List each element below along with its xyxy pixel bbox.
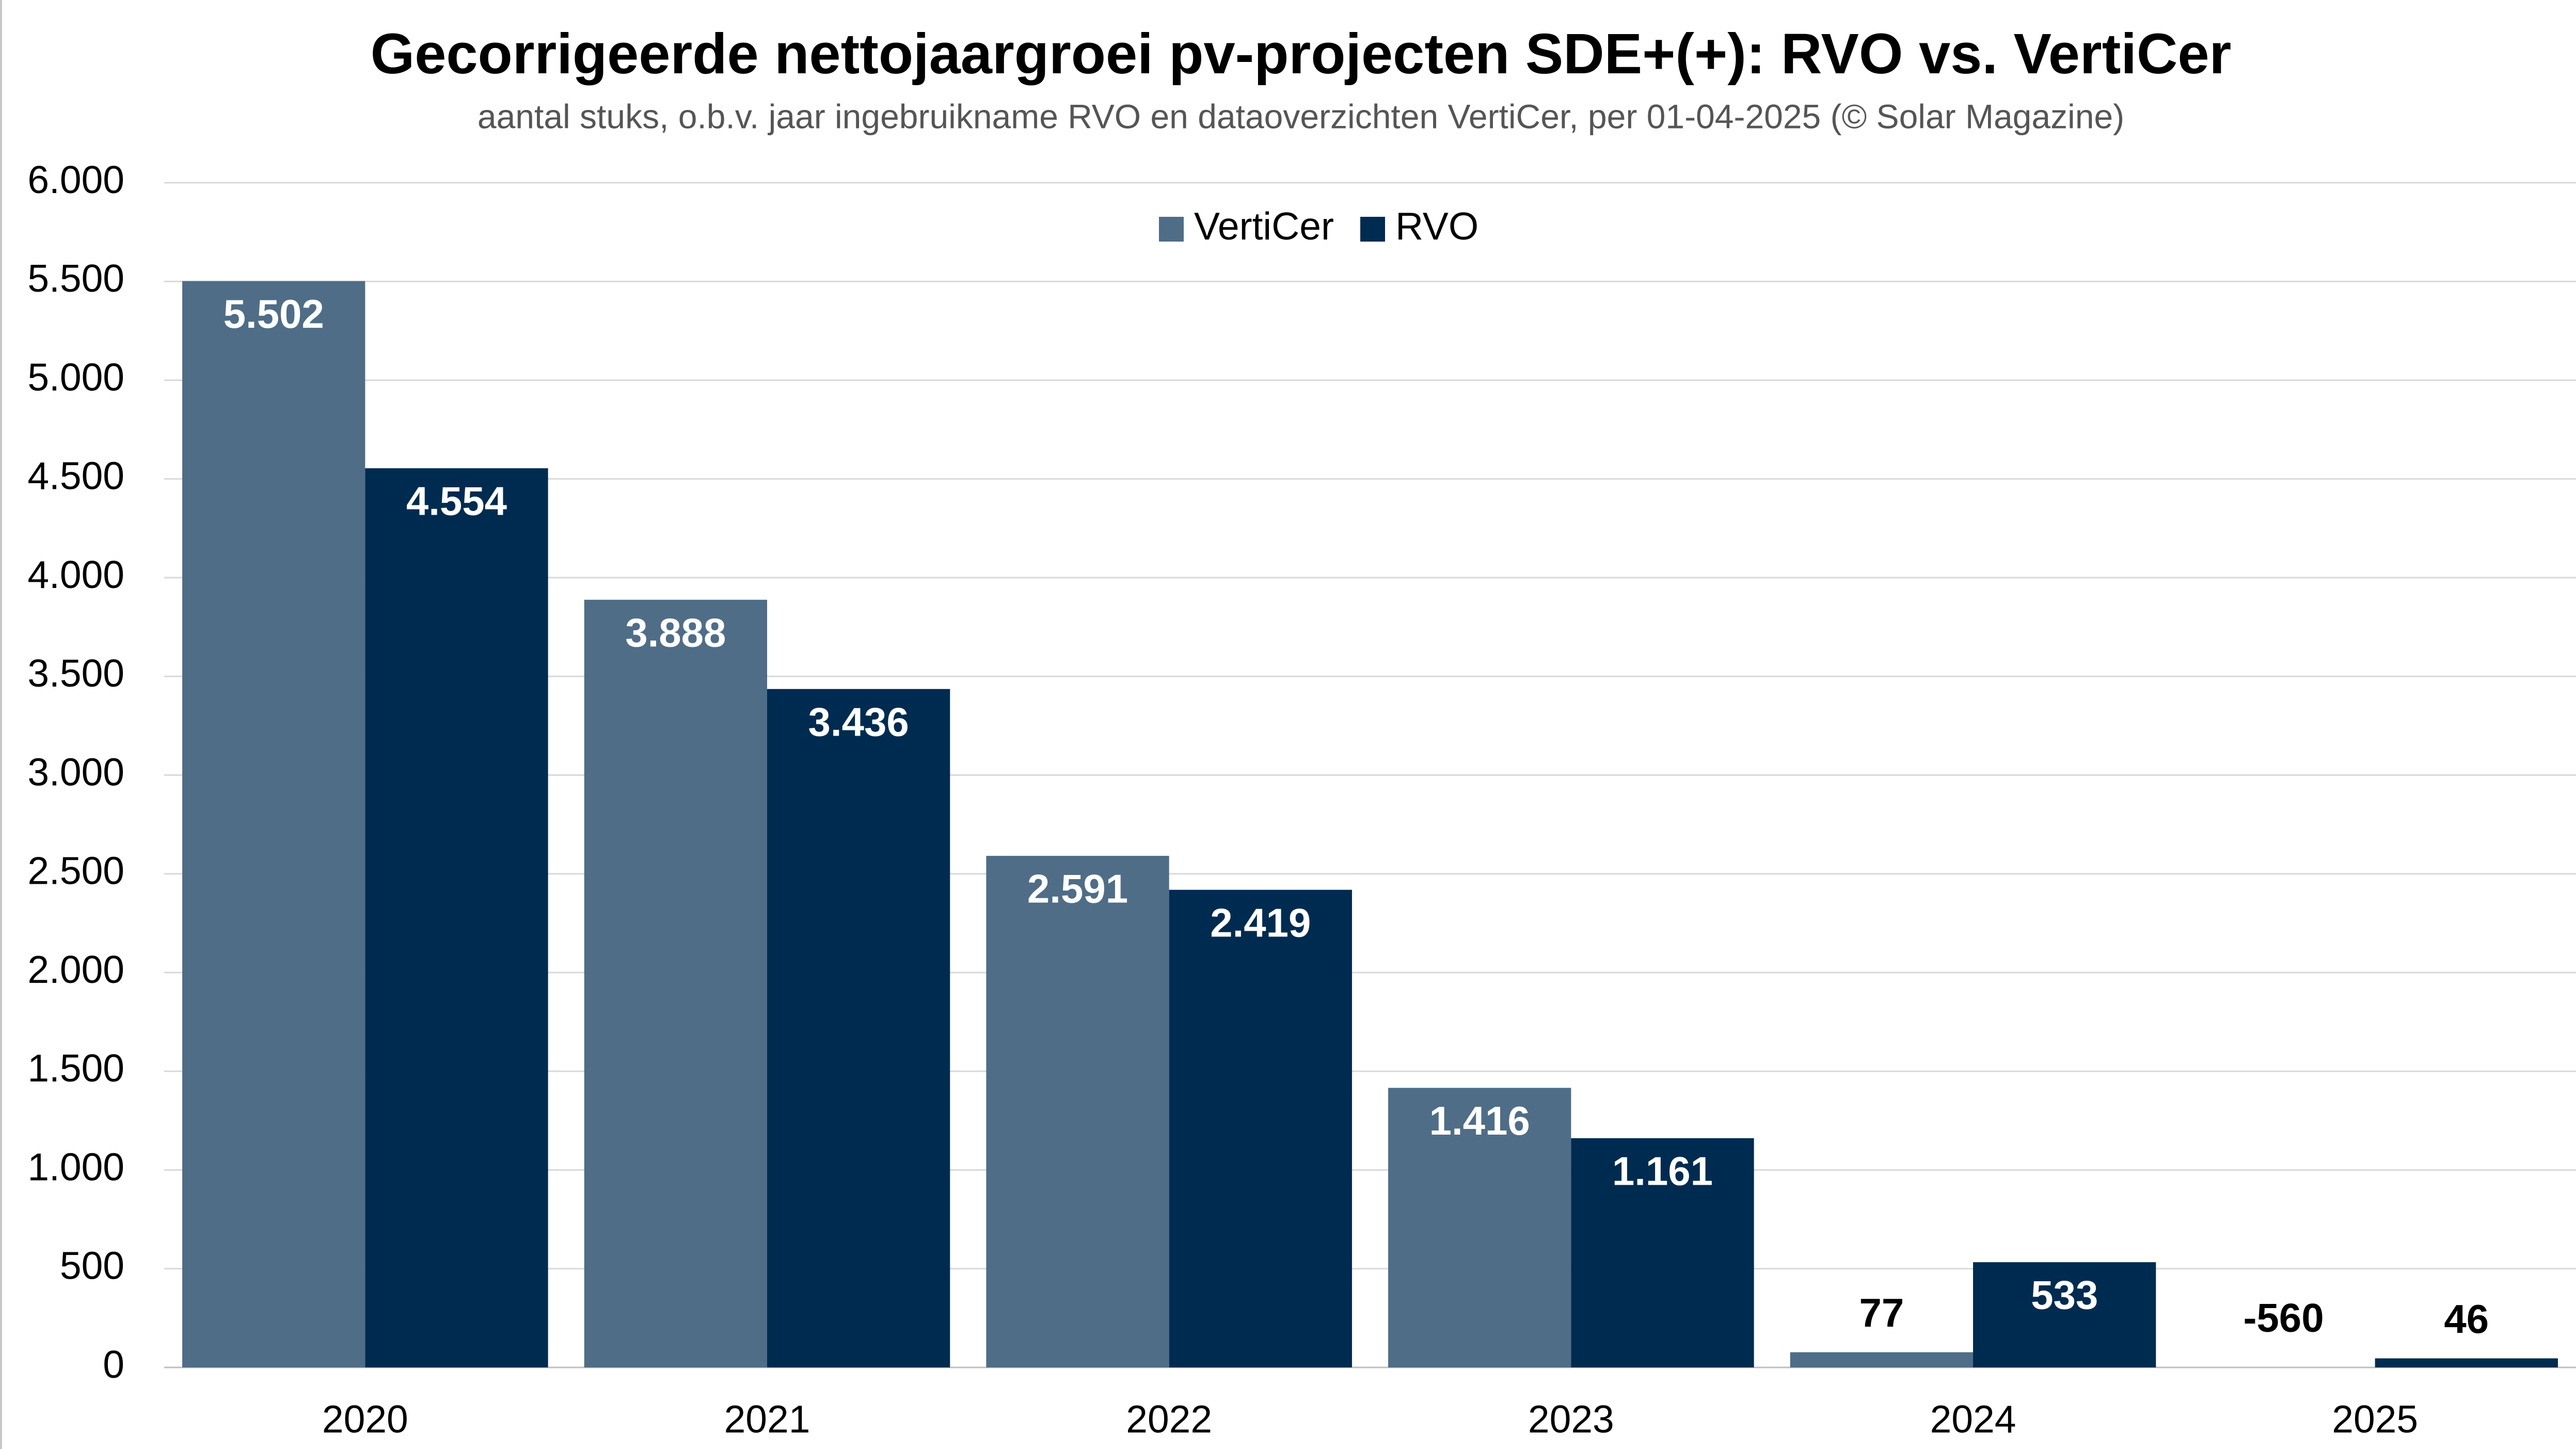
y-tick-label: 5.500 [27,257,124,300]
x-tick-label: 2023 [1528,1397,1614,1441]
data-label: 4.554 [406,479,507,524]
grid [164,182,2576,1368]
y-tick-label: 3.500 [27,651,124,695]
bar [1388,1088,1571,1367]
x-tick-label: 2025 [2332,1397,2418,1441]
bar [2375,1358,2558,1367]
x-tick-label: 2021 [724,1397,810,1441]
legend-swatch [1360,217,1385,242]
legend-label: VertiCer [1194,204,1334,248]
x-tick-label: 2022 [1126,1397,1212,1441]
bar [767,689,950,1367]
data-label: 3.436 [808,699,909,744]
legend-swatch [1159,217,1184,242]
bar [1571,1138,1754,1367]
y-tick-label: 0 [103,1343,124,1386]
y-tick-label: 500 [60,1244,124,1287]
data-label: 1.416 [1429,1098,1530,1143]
bar [365,468,548,1367]
bar [1973,1262,2156,1367]
bar [1790,1352,1973,1367]
labels: 0 500 1.000 1.500 2.000 2.500 3.000 3.500 4.000 4… [27,158,2489,1441]
bar [1169,889,1352,1367]
y-tick-label: 2.000 [27,948,124,991]
chart-subtitle: aantal stuks, o.b.v. jaar ingebruikname … [478,97,2124,135]
y-tick-label: 5.000 [27,355,124,399]
data-label: 5.502 [224,291,324,337]
bar [986,855,1169,1367]
bar [182,281,365,1367]
data-label: -560 [2243,1295,2324,1341]
bars [182,281,2558,1367]
data-label: 533 [2031,1272,2098,1318]
x-tick-label: 2024 [1930,1397,2016,1441]
data-label: 2.591 [1027,866,1128,912]
y-tick-label: 4.500 [27,454,124,498]
data-label: 1.161 [1612,1149,1713,1194]
y-tick-label: 2.500 [27,849,124,893]
y-tick-label: 1.500 [27,1046,124,1090]
y-tick-label: 1.000 [27,1145,124,1188]
chart-title: Gecorrigeerde nettojaargroei pv-projecte… [371,22,2232,86]
data-label: 2.419 [1210,900,1311,945]
y-tick-label: 3.000 [27,750,124,793]
data-label: 46 [2444,1296,2489,1342]
y-tick-label: 6.000 [27,158,124,201]
data-label: 77 [1859,1290,1904,1335]
y-tick-label: 4.000 [27,553,124,596]
bar [584,599,767,1367]
x-tick-label: 2020 [322,1397,408,1441]
legend-label: RVO [1395,204,1478,248]
data-label: 3.888 [625,610,726,655]
